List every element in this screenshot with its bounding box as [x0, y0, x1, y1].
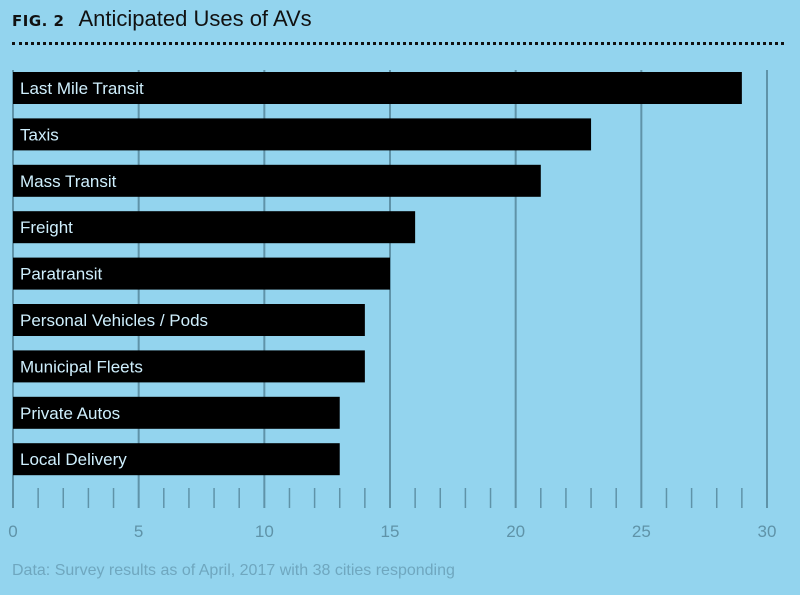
x-tick-label-30: 30: [758, 522, 777, 541]
bar-private-autos: [13, 396, 340, 429]
bar-label: Last Mile Transit: [20, 79, 144, 98]
figure-header: FIG. 2 Anticipated Uses of AVs: [12, 6, 312, 38]
x-tick-label-10: 10: [255, 522, 274, 541]
bar-municipal-fleets: [13, 350, 365, 383]
x-tick-label-25: 25: [632, 522, 651, 541]
bar-taxis: [13, 118, 592, 151]
chart-title: Anticipated Uses of AVs: [78, 6, 312, 31]
dotted-divider: [12, 42, 784, 45]
bar-personal-vehicles-pods: [13, 304, 365, 336]
bar-label: Mass Transit: [20, 172, 117, 191]
x-tick-label-5: 5: [134, 522, 143, 541]
data-source-note: Data: Survey results as of April, 2017 w…: [12, 562, 455, 579]
x-tick-label-0: 0: [8, 522, 17, 541]
bar-label: Freight: [20, 218, 73, 237]
bar-freight: [13, 211, 416, 244]
bar-mass-transit: [13, 164, 541, 197]
bar-paratransit: [13, 257, 390, 290]
bar-label: Taxis: [20, 125, 59, 144]
bar-last-mile-transit: [13, 72, 742, 104]
x-tick-label-15: 15: [381, 522, 400, 541]
bar-label: Paratransit: [20, 265, 102, 284]
bar-local-delivery: [13, 443, 340, 476]
bar-label: Private Autos: [20, 404, 120, 423]
bar-label: Personal Vehicles / Pods: [20, 311, 208, 330]
figure-number: FIG. 2: [12, 12, 65, 30]
x-tick-label-20: 20: [506, 522, 525, 541]
bar-label: Local Delivery: [20, 450, 127, 469]
bar-label: Municipal Fleets: [20, 357, 143, 376]
